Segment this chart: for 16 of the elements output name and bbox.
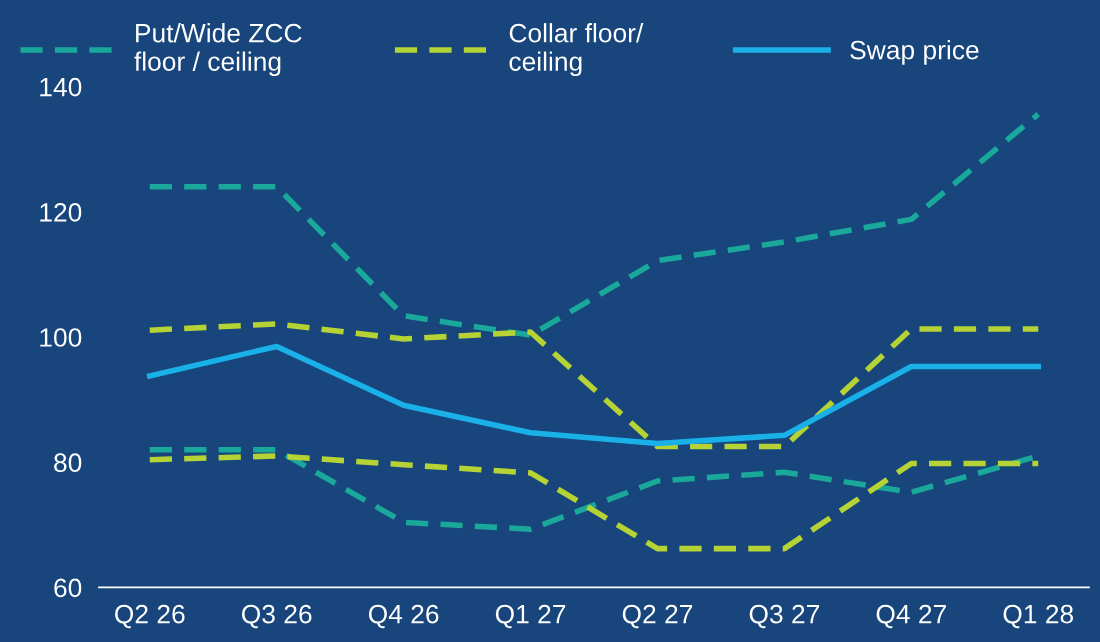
x-tick-label: Q2 27 bbox=[622, 604, 693, 629]
legend-label: Collar floor/ ceiling bbox=[509, 23, 644, 77]
x-tick-label: Q3 27 bbox=[749, 604, 820, 629]
y-tick-label: 120 bbox=[40, 202, 82, 222]
x-tick-label: Q4 27 bbox=[876, 604, 946, 629]
y-tick-label: 100 bbox=[40, 328, 82, 347]
legend-label: Swap price bbox=[850, 40, 979, 65]
x-tick-label: Q1 27 bbox=[495, 604, 566, 629]
legend-label: Put/Wide ZCC floor / ceiling bbox=[134, 23, 302, 77]
x-tick-label: Q2 26 bbox=[115, 604, 185, 629]
y-tick-label: 140 bbox=[40, 77, 82, 97]
x-tick-label: Q3 26 bbox=[242, 604, 312, 629]
x-tick-label: Q1 28 bbox=[1003, 604, 1074, 629]
y-tick-label: 60 bbox=[54, 578, 82, 598]
y-tick-label: 80 bbox=[54, 453, 82, 473]
x-tick-label: Q4 26 bbox=[368, 604, 439, 629]
